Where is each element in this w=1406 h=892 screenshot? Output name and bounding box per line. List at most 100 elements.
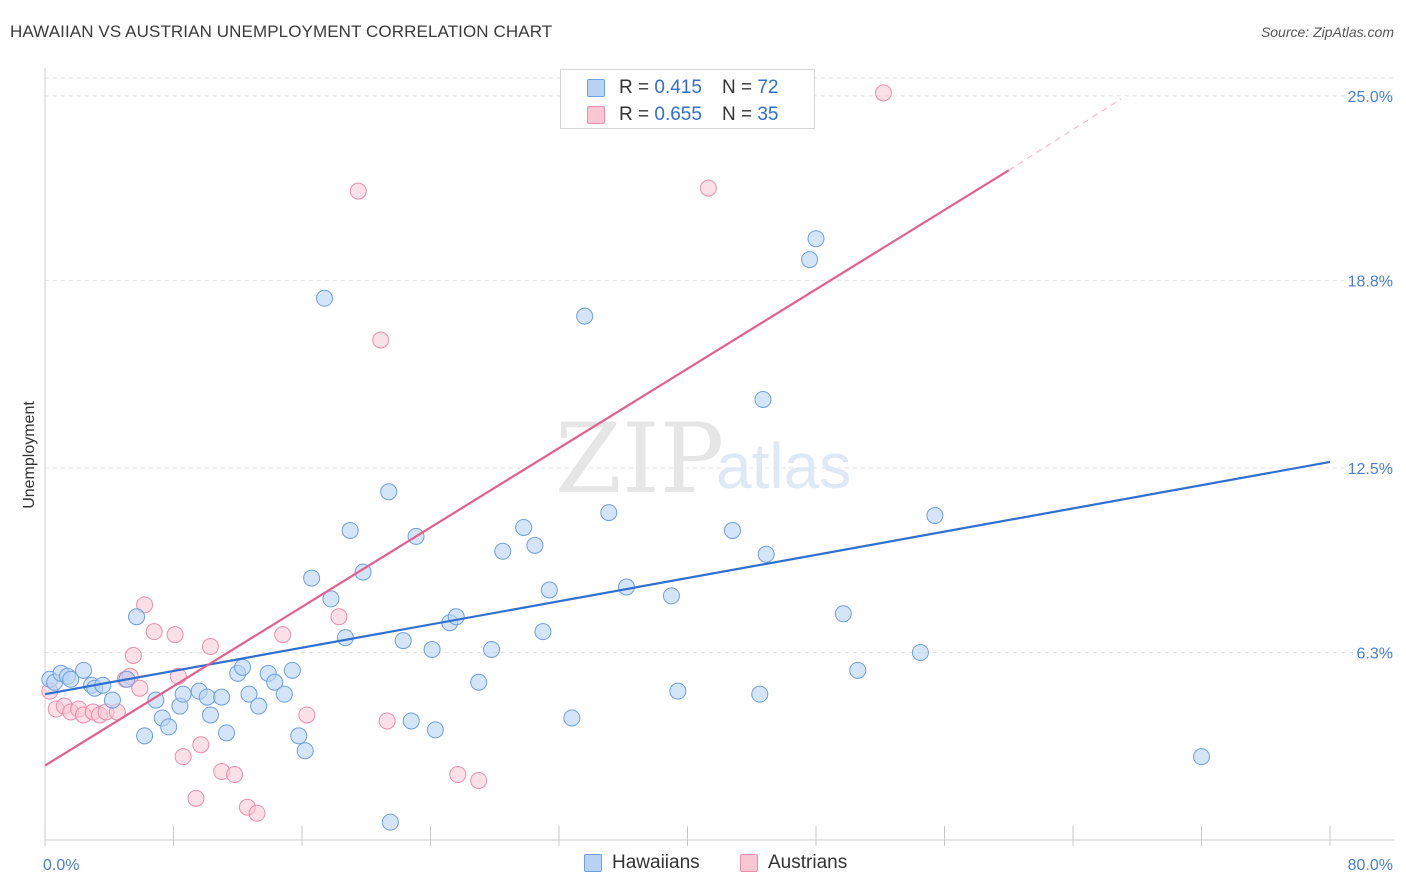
austrians-point: [274, 626, 292, 644]
legend-austrians-label: Austrians: [768, 852, 848, 873]
legend-n-value: 72: [757, 77, 779, 98]
hawaiians-point: [174, 685, 192, 703]
hawaiians-point: [423, 641, 441, 658]
legend-r-value: 0.655: [654, 104, 702, 125]
hawaiians-point: [526, 536, 544, 554]
y-tick-label: 12.5%: [1348, 461, 1393, 478]
austrians-trend-line: [44, 169, 1010, 767]
hawaiians-point: [751, 685, 769, 703]
legend-r-label: R =: [619, 104, 650, 125]
hawaiians-point: [669, 682, 687, 700]
austrians-point: [145, 623, 163, 641]
hawaiians-point: [801, 251, 819, 269]
hawaiians-point: [354, 563, 372, 581]
hawaiians-point: [303, 569, 321, 587]
legend-r-label: R =: [619, 77, 650, 98]
hawaiians-trend-line: [44, 460, 1331, 696]
grid-lines: [45, 77, 1395, 653]
hawaiians-point: [723, 521, 741, 539]
x-tick-labels: 0.0% 80.0%: [43, 857, 1393, 874]
hawaiians-point: [128, 608, 146, 626]
austrians-point: [166, 626, 184, 644]
austrians-point: [349, 182, 367, 200]
hawaiians-point: [62, 670, 80, 688]
austrians-point: [226, 766, 244, 784]
hawaiians-point: [266, 673, 284, 691]
legend-r-value: 0.415: [654, 77, 702, 98]
hawaiians-point: [662, 587, 680, 605]
hawaiians-point: [322, 590, 340, 608]
hawaiians-point: [147, 691, 165, 709]
hawaiians-point: [402, 712, 420, 730]
austrians-point: [124, 646, 142, 664]
hawaiians-point: [381, 813, 399, 831]
hawaiians-point: [380, 483, 398, 501]
hawaiians-point: [494, 542, 512, 560]
y-tick-label: 6.3%: [1357, 645, 1393, 662]
correlation-legend: R = 0.415 N = 72 R = 0.655 N = 35: [560, 69, 815, 129]
austrians-point: [378, 712, 396, 730]
hawaiians-point: [757, 545, 775, 563]
chart-title: HAWAIIAN VS AUSTRIAN UNEMPLOYMENT CORREL…: [10, 22, 553, 41]
hawaiians-point: [315, 289, 333, 307]
hawaiians-point: [75, 661, 93, 679]
hawaiians-point: [447, 608, 465, 626]
austrians-point: [174, 748, 192, 766]
legend-item-austrians: Austrians: [740, 852, 847, 874]
hawaiians-point: [849, 661, 867, 679]
austrians-point: [298, 706, 316, 724]
austrians-point: [248, 804, 266, 822]
austrians-point: [699, 179, 717, 197]
watermark: ZIP atlas: [555, 403, 851, 515]
trend-lines: [44, 98, 1331, 767]
hawaiians-point: [103, 691, 121, 709]
hawaiians-point: [341, 521, 359, 539]
hawaiians-point: [290, 727, 308, 745]
legend-row-hawaiians: R = 0.415 N = 72: [587, 77, 778, 99]
hawaiians-point: [576, 307, 594, 325]
austrians-swatch: [587, 106, 605, 124]
hawaiians-point: [926, 507, 944, 525]
hawaiians-point: [911, 643, 929, 661]
hawaiians-point: [160, 718, 178, 736]
austrians-point: [874, 84, 892, 102]
austrians-point: [201, 638, 219, 656]
hawaiians-point: [483, 641, 501, 658]
austrians-trend-extension: [1008, 98, 1122, 171]
y-axis-label: Unemployment: [21, 401, 38, 509]
y-tick-label: 25.0%: [1348, 89, 1393, 106]
austrians-point: [136, 596, 154, 614]
hawaiians-point: [834, 605, 852, 623]
hawaiians-point: [240, 685, 258, 703]
watermark-zip: ZIP: [555, 403, 724, 515]
legend-hawaiians-label: Hawaiians: [612, 852, 700, 873]
x-tick-label: 80.0%: [1348, 857, 1393, 874]
hawaiians-point: [250, 697, 268, 715]
hawaiians-point: [275, 685, 293, 703]
hawaiians-point: [201, 706, 219, 724]
legend-item-hawaiians: Hawaiians: [584, 852, 700, 874]
y-tick-labels: 6.3% 12.5% 18.8% 25.0%: [1348, 89, 1393, 663]
hawaiians-point: [198, 688, 216, 706]
hawaiians-point: [426, 721, 444, 739]
hawaiians-point: [394, 632, 412, 650]
hawaiians-point: [470, 673, 488, 691]
x-tick-label: 0.0%: [43, 857, 79, 874]
hawaiians-point: [534, 623, 552, 641]
hawaiians-point: [515, 518, 533, 536]
austrians-point: [372, 331, 390, 349]
austrians-point: [192, 736, 210, 754]
hawaiians-point: [563, 709, 581, 727]
hawaiians-point: [754, 390, 772, 408]
legend-n-value: 35: [757, 104, 779, 125]
austrians-point: [470, 771, 488, 789]
hawaiians-point: [600, 504, 618, 522]
hawaiians-point: [807, 230, 825, 248]
hawaiians-swatch: [587, 79, 605, 97]
austrians-point: [330, 608, 348, 626]
hawaiians-point: [296, 742, 314, 760]
legend-n-label: N =: [721, 104, 753, 125]
austrians-point: [131, 679, 149, 697]
hawaiians-swatch: [584, 854, 602, 872]
